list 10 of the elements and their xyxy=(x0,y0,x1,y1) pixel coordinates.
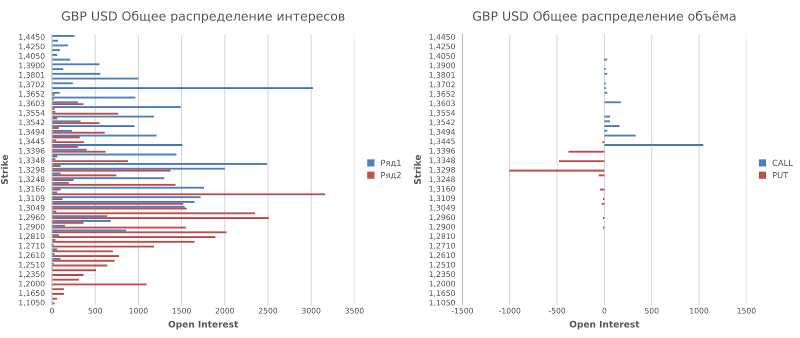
legend-label: Ряд1 xyxy=(381,160,401,168)
x-axis-title: Open Interest xyxy=(168,320,238,330)
legend-label: CALL xyxy=(772,160,793,166)
legend-label: PUT xyxy=(772,172,788,178)
legend-label: Ряд2 xyxy=(381,172,401,180)
x-axis-title: Open Interest xyxy=(570,320,640,330)
chart-title: GBP USD Общее распределение объёма xyxy=(472,10,736,24)
y-axis-title: Strike xyxy=(414,154,421,184)
y-axis-title: Strike xyxy=(0,154,8,184)
chart-title: GBP USD Общее распределение интересов xyxy=(62,10,345,24)
